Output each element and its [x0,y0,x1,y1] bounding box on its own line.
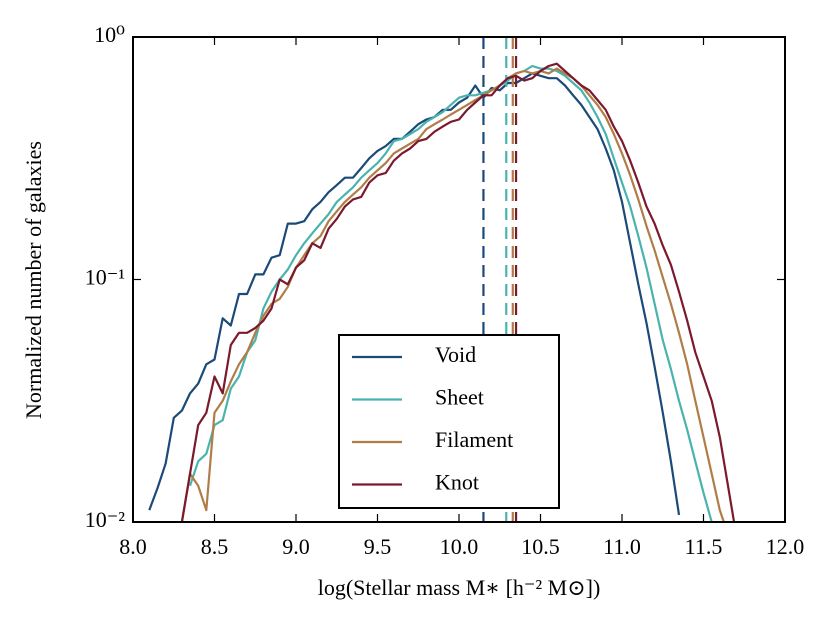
legend-label: Sheet [435,385,484,410]
x-tick-label: 12.0 [766,534,805,559]
x-tick-label: 11.0 [603,534,641,559]
legend-label: Filament [435,427,513,452]
x-tick-label: 8.0 [119,534,147,559]
legend-label: Void [435,342,476,367]
y-tick-label: 10⁰ [94,22,125,47]
legend-label: Knot [435,470,479,495]
legend-box [338,334,560,509]
x-tick-label: 8.5 [201,534,229,559]
y-tick-label: 10⁻¹ [85,265,125,290]
x-tick-label: 10.0 [440,534,479,559]
x-tick-label: 9.0 [282,534,310,559]
series-line [180,62,736,522]
x-tick-label: 10.5 [521,534,560,559]
y-tick-label: 10⁻² [85,507,126,532]
series-line [188,64,713,522]
x-tick-label: 11.5 [685,534,723,559]
series-line [148,72,681,516]
x-axis-label: log(Stellar mass M∗ [h⁻² M⊙]) [318,575,601,600]
y-axis-label: Normalized number of galaxies [21,141,46,419]
x-tick-label: 9.5 [364,534,392,559]
